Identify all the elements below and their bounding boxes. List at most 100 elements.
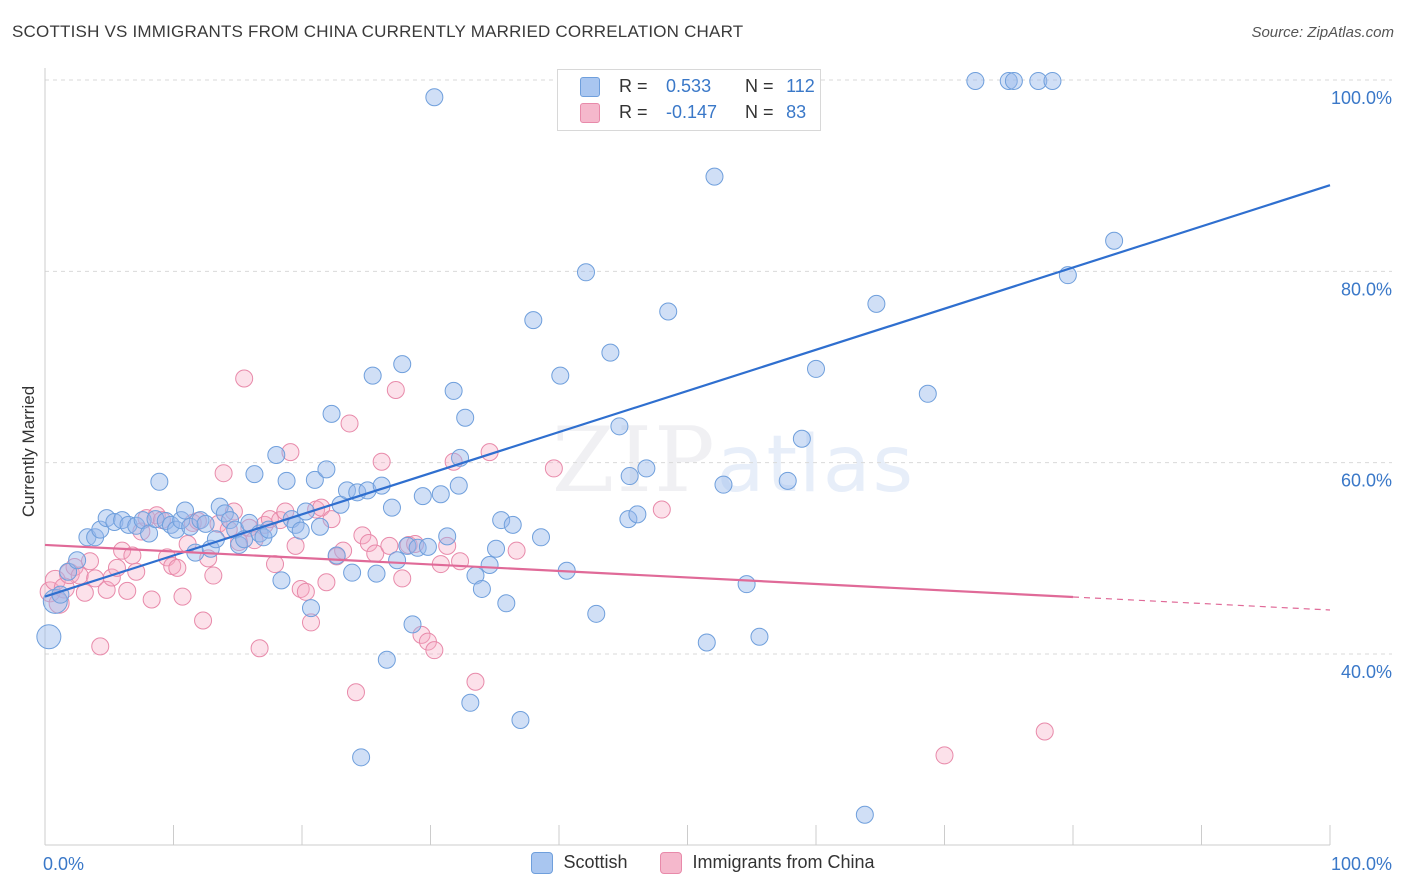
legend-row-scottish: R = 0.533 N = 112 [580,76,815,100]
series-label-china: Immigrants from China [692,852,875,872]
scottish-trend-line [44,184,1331,598]
china-point [113,541,132,560]
china-trend-extension [1072,596,1331,611]
series-legend: Scottish Immigrants from China [0,852,1406,875]
scottish-point [310,517,329,536]
scottish-point [388,551,407,570]
scottish-point [393,355,412,374]
scottish-point [403,615,422,634]
scottish-point [230,535,249,554]
scottish-point [245,465,264,484]
scottish-point [610,417,629,436]
scottish-point [425,88,444,107]
scottish-point [449,476,468,495]
grid-layer [45,79,1392,655]
scottish-point [697,633,716,652]
scottish-point [161,515,180,534]
scottish-point [1029,71,1048,90]
scottish-point [150,472,169,491]
scottish-point [637,459,656,478]
scottish-point [714,475,733,494]
scottish-point [737,575,756,594]
scottish-point [277,471,296,490]
china-point [296,582,315,601]
legend-row-china: R = -0.147 N = 83 [580,102,806,126]
china-point [301,613,320,632]
correlation-legend: R = 0.533 N = 112 R = -0.147 N = 83 [557,69,821,131]
china-point [127,562,146,581]
scottish-point [367,564,386,583]
scottish-point [327,546,346,565]
scottish-point [480,556,499,575]
scottish-point [918,384,937,403]
scottish-point [966,71,985,90]
china-point [91,637,110,656]
scottish-point [619,510,638,529]
scottish-point [377,650,396,669]
scottish-point [91,520,110,539]
scottish-point [492,511,511,530]
china-point [507,541,526,560]
china-point [393,569,412,588]
labels-layer: 40.0% 60.0% 80.0% 100.0% 0.0% 100.0% Currently… [19,88,1392,874]
series-legend-china[interactable]: Immigrants from China [660,852,875,875]
china-point [214,464,233,483]
scottish-point [382,498,401,517]
legend-r-value: 0.533 [666,76,712,96]
china-point [353,526,372,545]
scottish-point [105,512,124,531]
china-point [118,581,137,600]
china-point [935,746,954,765]
china-point [412,625,431,644]
series-swatch-china [660,852,683,875]
scottish-point [532,528,551,547]
scottish-point [750,627,769,646]
scottish-point [301,599,320,618]
scottish-point [999,71,1018,90]
scottish-point [196,514,215,533]
scottish-point [855,805,874,824]
scottish-point [576,263,595,282]
scottish-point [461,693,480,712]
scottish-point [1105,231,1124,250]
scottish-point [472,579,491,598]
china-point [250,639,269,658]
scottish-point [792,429,811,448]
scottish-point [497,594,516,613]
china-points [39,369,1054,765]
legend-swatch-scottish [580,77,600,98]
china-point [168,558,187,577]
china-point [142,590,161,609]
scottish-point [317,460,336,479]
y-tick-label: 60.0% [1341,471,1392,491]
y-tick-label: 80.0% [1341,279,1392,299]
china-point [380,536,399,555]
scottish-point [487,539,506,558]
chart-source: Source: ZipAtlas.com [1251,24,1394,41]
legend-r-value: -0.147 [666,102,718,122]
china-point [286,536,305,555]
scottish-point [444,381,463,400]
chart-title: SCOTTISH VS IMMIGRANTS FROM CHINA CURREN… [12,22,744,41]
scottish-point [511,711,530,730]
china-point [1035,722,1054,741]
scottish-point [305,470,324,489]
scottish-point [620,467,639,486]
legend-r-label: R = [619,76,648,96]
scottish-point [628,505,647,524]
y-tick-label: 40.0% [1341,662,1392,682]
china-point [652,500,671,519]
scottish-point [181,517,200,536]
legend-n-value: 112 [786,76,815,96]
china-point [544,459,563,478]
series-legend-scottish[interactable]: Scottish [531,852,627,875]
scottish-point [363,366,382,385]
scottish-point [322,404,341,423]
scottish-point [503,515,522,534]
legend-swatch-china [580,103,600,124]
series-swatch-scottish [531,852,554,875]
scottish-point [176,501,195,520]
china-point [372,452,391,471]
scottish-point [172,511,191,530]
scottish-point [867,294,886,313]
